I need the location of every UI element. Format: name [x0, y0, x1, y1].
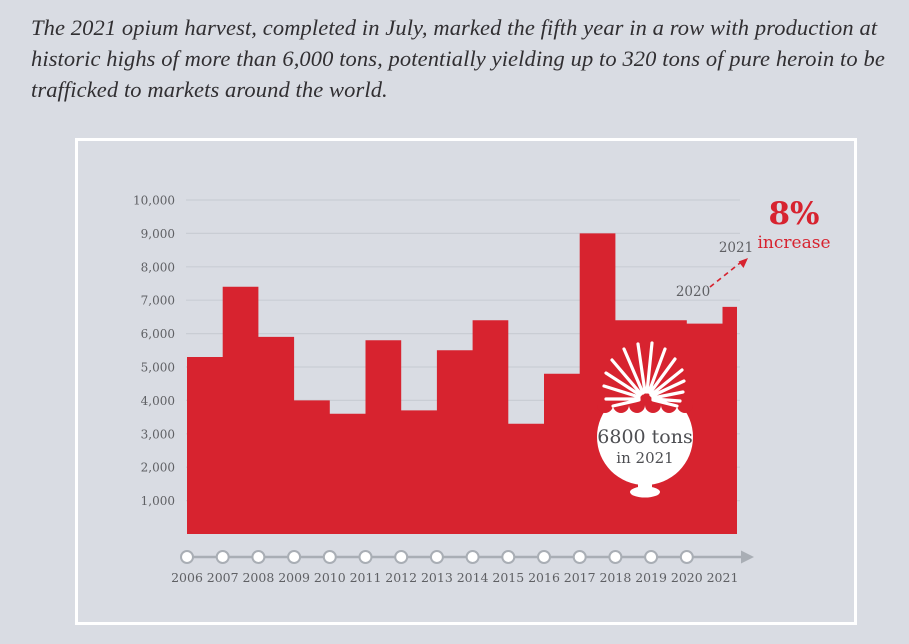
y-tick-label: 6,000 — [141, 327, 175, 341]
timeline-dot — [287, 550, 302, 564]
timeline-dot — [537, 550, 551, 564]
timeline-dot — [608, 550, 623, 564]
timeline-dot — [322, 550, 337, 564]
year-label: 2021 — [707, 570, 739, 585]
annotation-year-to: 2021 — [719, 240, 753, 256]
timeline-dot — [180, 550, 194, 564]
annotation-year-from: 2020 — [676, 284, 710, 300]
timeline-dot — [465, 550, 480, 564]
year-label: 2013 — [421, 570, 453, 585]
year-label: 2019 — [635, 570, 667, 585]
timeline-dot — [394, 550, 409, 564]
year-label: 2015 — [492, 570, 524, 585]
year-labels: 2006 2007 2008 2009 2010 2011 2012 2013 2014 2015… — [171, 570, 738, 585]
production-area — [187, 233, 737, 534]
y-tick-label: 8,000 — [141, 260, 175, 274]
increase-annotation: 2021 2020 8% increase — [676, 196, 831, 300]
increase-percent: 8% — [768, 196, 819, 232]
chart-panel: 10,000 9,000 8,000 7,000 6,000 5,000 4,000 3,00… — [75, 138, 857, 625]
callout-value: 6800 tons — [597, 426, 692, 448]
timeline-axis — [180, 550, 754, 564]
poppy-base-icon — [630, 486, 660, 498]
timeline-dot — [644, 550, 659, 564]
timeline-dot — [215, 550, 230, 564]
y-tick-label: 9,000 — [141, 227, 175, 241]
timeline-dot — [358, 550, 373, 564]
year-label: 2007 — [207, 570, 239, 585]
poppy-stem-icon — [638, 467, 652, 491]
year-label: 2016 — [528, 570, 560, 585]
timeline-arrowhead-icon — [741, 550, 754, 564]
opium-production-chart: 10,000 9,000 8,000 7,000 6,000 5,000 4,000 3,00… — [133, 194, 831, 586]
year-label: 2006 — [171, 570, 203, 585]
timeline-dot — [429, 550, 444, 564]
timeline-dot — [572, 550, 587, 564]
year-label: 2017 — [564, 570, 596, 585]
year-label: 2020 — [671, 570, 703, 585]
timeline-dot — [501, 550, 516, 564]
increase-label: increase — [757, 233, 830, 253]
increase-arrowhead-icon — [738, 258, 748, 268]
callout-subtext: in 2021 — [616, 449, 673, 467]
year-label: 2014 — [457, 570, 489, 585]
intro-text: The 2021 opium harvest, completed in Jul… — [31, 15, 885, 102]
poppy-starburst-icon — [602, 341, 686, 408]
y-tick-label: 1,000 — [141, 494, 175, 508]
y-tick-label: 4,000 — [141, 394, 175, 408]
year-label: 2012 — [385, 570, 417, 585]
year-label: 2009 — [278, 570, 310, 585]
timeline-dot — [251, 550, 266, 564]
year-label: 2011 — [350, 570, 382, 585]
poppy-callout: 6800 tons in 2021 — [597, 341, 693, 498]
year-label: 2010 — [314, 570, 346, 585]
y-tick-label: 3,000 — [141, 427, 175, 441]
increase-dashed-arrow — [709, 262, 741, 288]
y-tick-label: 2,000 — [141, 461, 175, 475]
timeline-dot — [679, 550, 694, 564]
production-area-shape — [187, 233, 737, 534]
year-label: 2018 — [599, 570, 631, 585]
y-tick-label: 5,000 — [141, 361, 175, 375]
y-tick-label: 10,000 — [133, 194, 175, 208]
year-label: 2008 — [242, 570, 274, 585]
y-tick-label: 7,000 — [141, 294, 175, 308]
